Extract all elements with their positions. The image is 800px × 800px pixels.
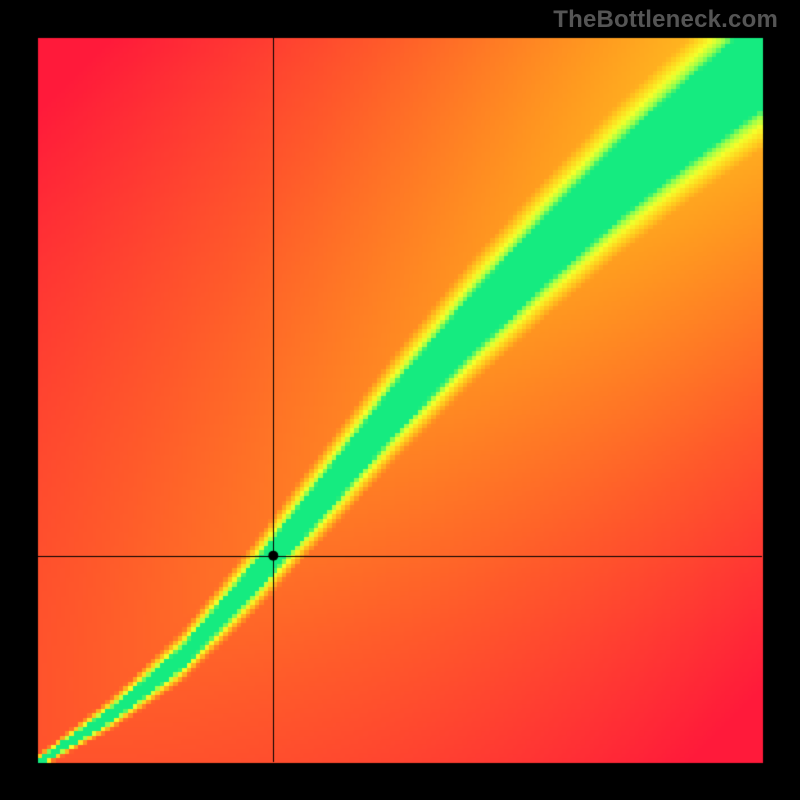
chart-container: TheBottleneck.com (0, 0, 800, 800)
watermark-label: TheBottleneck.com (553, 6, 778, 34)
heatmap-canvas (0, 0, 800, 800)
